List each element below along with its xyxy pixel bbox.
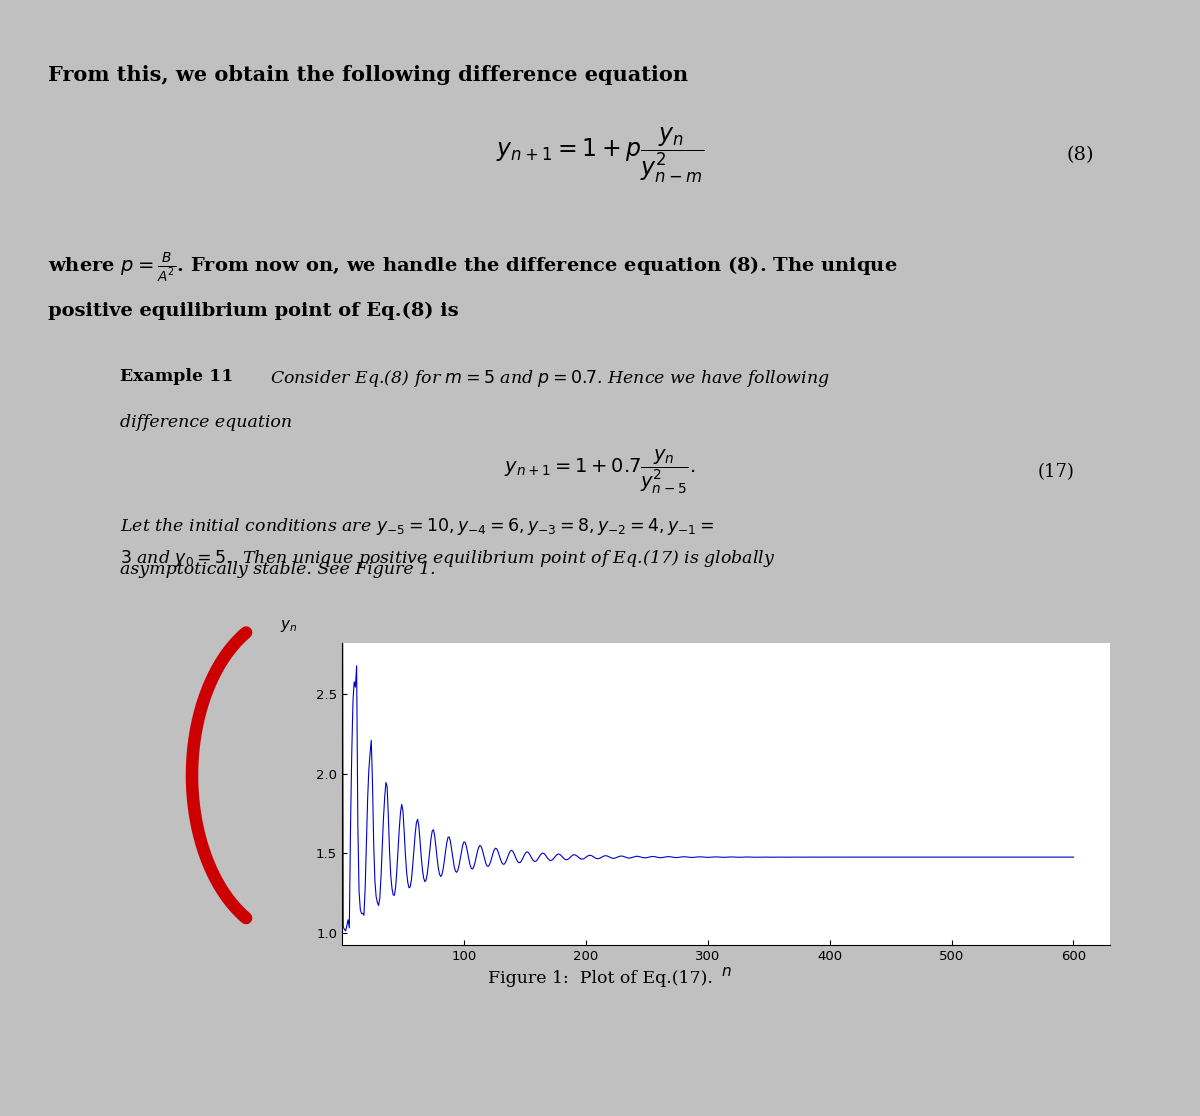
Text: $y_{n+1} = 1 + 0.7\dfrac{y_n}{y_{n-5}^2}.$: $y_{n+1} = 1 + 0.7\dfrac{y_n}{y_{n-5}^2}…: [504, 448, 696, 496]
Text: difference equation: difference equation: [120, 414, 292, 432]
Text: Consider Eq.(8) for $m = 5$ and $p = 0.7$. Hence we have following: Consider Eq.(8) for $m = 5$ and $p = 0.7…: [270, 368, 830, 389]
Text: Example 11: Example 11: [120, 368, 233, 385]
Text: Let the initial conditions are $y_{-5} = 10, y_{-4} = 6, y_{-3} = 8, y_{-2} = 4,: Let the initial conditions are $y_{-5} =…: [120, 516, 714, 537]
Text: where $p = \frac{B}{A^2}$. From now on, we handle the difference equation (8). T: where $p = \frac{B}{A^2}$. From now on, …: [48, 251, 898, 283]
Text: Figure 1:  Plot of Eq.(17).: Figure 1: Plot of Eq.(17).: [487, 971, 713, 988]
Text: positive equilibrium point of Eq.(8) is: positive equilibrium point of Eq.(8) is: [48, 302, 458, 320]
Text: $3$ and $y_0 = 5$.  Then unique positive equilibrium point of Eq.(17) is globall: $3$ and $y_0 = 5$. Then unique positive …: [120, 548, 775, 569]
Text: (17): (17): [1038, 463, 1074, 481]
Text: (8): (8): [1067, 146, 1093, 164]
Text: From this, we obtain the following difference equation: From this, we obtain the following diffe…: [48, 65, 688, 85]
Text: asymptotically stable. See Figure 1.: asymptotically stable. See Figure 1.: [120, 560, 436, 578]
Text: $y_{n+1} = 1 + p\dfrac{y_n}{y_{n-m}^2}$: $y_{n+1} = 1 + p\dfrac{y_n}{y_{n-m}^2}$: [496, 125, 704, 185]
